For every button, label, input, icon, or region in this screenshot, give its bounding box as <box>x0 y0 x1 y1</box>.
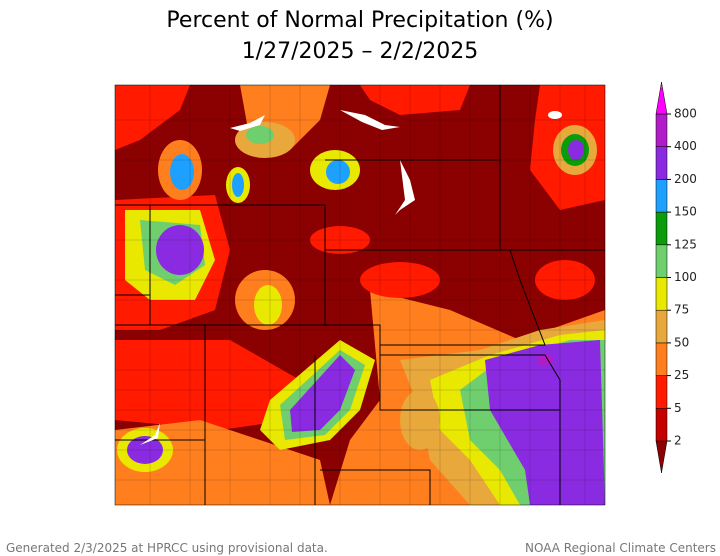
legend-label: 5 <box>674 401 682 415</box>
legend-swatch <box>655 244 668 278</box>
legend-swatch <box>655 277 668 311</box>
footer-right: NOAA Regional Climate Centers <box>525 541 716 555</box>
lakes <box>140 110 562 445</box>
legend-swatch <box>655 179 668 213</box>
legend-arrow-low <box>655 440 668 474</box>
legend-swatch <box>655 342 668 376</box>
legend-arrow-high <box>655 81 668 115</box>
legend-swatch <box>655 375 668 409</box>
legend-label: 50 <box>674 335 689 349</box>
state-borders <box>115 85 605 505</box>
legend-label: 25 <box>674 368 689 382</box>
legend-label: 75 <box>674 303 689 317</box>
legend-swatch <box>655 408 668 442</box>
legend-label: 800 <box>674 107 697 121</box>
legend-label: 125 <box>674 237 697 251</box>
legend-swatch <box>655 309 668 344</box>
legend-swatch <box>655 146 668 180</box>
legend-label: 150 <box>674 205 697 219</box>
map-subtitle: 1/27/2025 – 2/2/2025 <box>242 39 479 64</box>
legend-label: 2 <box>674 434 682 448</box>
legend-label: 400 <box>674 139 697 153</box>
map-title: Percent of Normal Precipitation (%) <box>166 8 553 33</box>
legend-swatch <box>655 211 668 246</box>
precip-map <box>114 84 606 506</box>
legend-swatch <box>655 113 668 147</box>
legend-label: 200 <box>674 172 697 186</box>
precip-fields <box>115 85 605 505</box>
legend-label: 100 <box>674 270 697 284</box>
footer-left: Generated 2/3/2025 at HPRCC using provis… <box>6 541 328 555</box>
